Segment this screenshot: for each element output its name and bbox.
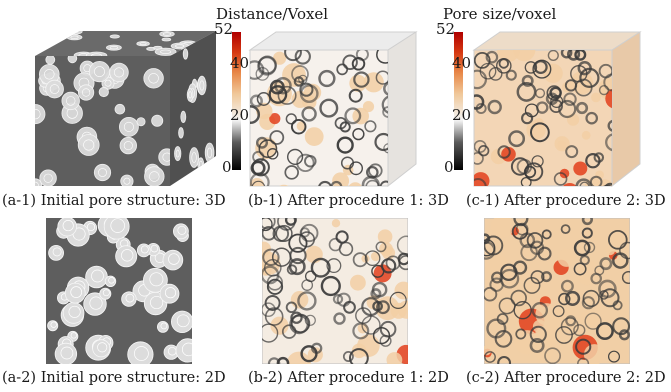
colorbar-2-tick-20: 20 <box>452 106 472 124</box>
caption-b2: (b-2) After procedure 1: 2D <box>248 370 449 386</box>
panel-c1-cube <box>470 28 646 190</box>
pores-right-a1 <box>174 48 215 172</box>
cube-a1 <box>35 31 216 186</box>
panel-a2-slice <box>46 218 192 364</box>
caption-c1: (c-1) After procedure 2: 3D <box>466 193 666 209</box>
colorbar-1-bar <box>232 32 241 170</box>
caption-a1: (a-1) Initial pore structure: 3D <box>2 193 226 209</box>
panel-a1-cube <box>30 28 220 190</box>
slice-a2 <box>46 218 192 364</box>
cube-b1 <box>248 31 418 188</box>
pores-front-a1 <box>35 56 170 186</box>
pores-a2 <box>47 218 192 364</box>
colorbar-2-tick-40: 40 <box>452 54 472 72</box>
slice-c2 <box>484 218 630 364</box>
colorbar-1-tick-40: 40 <box>230 54 250 72</box>
colorbar-1-tick-52: 52 <box>214 20 234 38</box>
panel-b1-cube <box>246 28 422 190</box>
cube-c1 <box>472 31 642 188</box>
colorbar-2-tick-0: 0 <box>444 158 454 176</box>
colorbar-1-tick-20: 20 <box>230 106 250 124</box>
rings-c1 <box>474 50 612 186</box>
rings-b2 <box>262 218 408 364</box>
rings-c2 <box>484 218 630 364</box>
panel-b2-slice <box>262 218 408 364</box>
caption-a2: (a-2) Initial pore structure: 2D <box>2 370 226 386</box>
colorbar-1-title: Distance/Voxel <box>216 5 329 23</box>
colorbar-2-tick-52: 52 <box>436 20 456 38</box>
colorbar-2-title: Pore size/voxel <box>443 5 557 23</box>
colorbar-2-bar <box>454 32 463 170</box>
pores-top-a1 <box>35 31 202 56</box>
rings-b1 <box>250 50 388 186</box>
caption-b1: (b-1) After procedure 1: 3D <box>248 193 449 209</box>
panel-c2-slice <box>484 218 630 364</box>
slice-b2 <box>262 218 408 364</box>
caption-c2: (c-2) After procedure 2: 2D <box>466 370 666 386</box>
colorbar-1-tick-0: 0 <box>222 158 232 176</box>
